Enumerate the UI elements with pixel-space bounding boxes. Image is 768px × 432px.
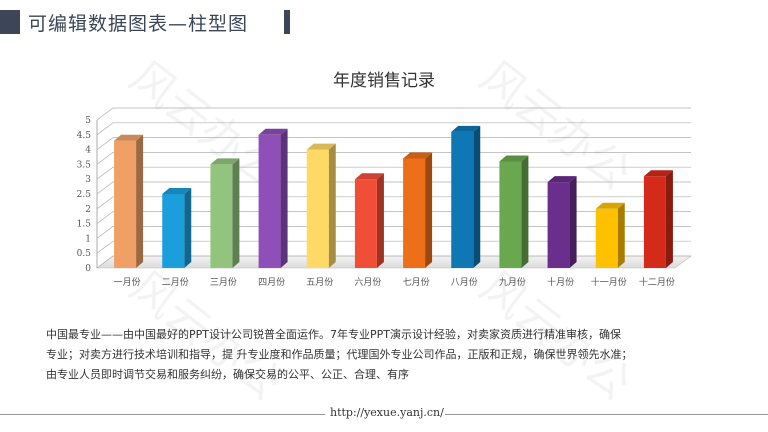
y-tick-label: 2 [85,205,91,215]
bar-side [665,170,673,268]
y-tick-label: 1.5 [77,220,92,230]
bar-side [425,152,433,268]
y-tick-label: 3 [85,175,91,185]
bar [643,170,673,268]
bar [114,134,144,268]
bar-top [643,170,673,177]
bar [210,158,240,268]
gridline [96,152,691,165]
bar [595,202,625,268]
bar-top [595,202,625,209]
footer-divider-right [445,414,768,415]
bar-top [451,125,481,132]
bar [354,173,384,268]
footer-url: http://yexue.yanj.cn/ [330,406,444,419]
y-tick-label: 4 [85,146,91,156]
bar-top [114,134,144,141]
gridline [96,240,691,254]
description-line: 由专业人员即时调节交易和服务纠纷，确保交易的公平、公正、合理、有序 [46,368,409,381]
bar-front [547,182,570,268]
bar-front [306,149,329,268]
x-tick-label: 八月份 [451,276,478,288]
gridline [96,211,691,224]
bar-top [499,155,529,162]
bar-front [114,140,137,268]
bar-side [184,188,192,268]
x-tick-label: 十月份 [547,276,574,288]
x-tick-label: 一月份 [114,276,141,288]
gridline [96,107,691,121]
description-line: 中国最专业——由中国最好的PPT设计公司锐普全面运作。7年专业PPT演示设计经验… [46,328,621,341]
footer-divider-left [0,414,325,415]
x-tick-label: 十二月份 [639,276,675,288]
x-tick-label: 二月份 [162,276,189,288]
y-tick-label: 3.5 [77,160,92,170]
gridline [96,166,691,180]
bar-front [210,164,233,268]
bar-top [210,158,240,165]
bar [258,128,288,268]
bar-front [354,179,377,268]
bar-top [162,188,192,194]
x-tick-label: 六月份 [354,276,381,288]
x-tick-label: 九月份 [499,276,526,288]
bar-side [232,158,240,268]
gridline [96,226,691,239]
header-right-bar [284,10,290,34]
bar-side [617,202,625,268]
bar-front [499,161,522,268]
bar [499,155,529,268]
bar-top [547,176,577,183]
x-tick-label: 十一月份 [591,276,627,288]
chart-title: 年度销售记录 [333,71,435,91]
x-tick-label: 四月份 [258,276,285,288]
slide-title: 可编辑数据图表—柱型图 [28,13,249,35]
bar [451,125,481,268]
gridline [96,122,691,136]
bar-front [162,194,185,268]
description-text: 中国最专业——由中国最好的PPT设计公司锐普全面运作。7年专业PPT演示设计经验… [46,325,736,385]
x-tick-label: 三月份 [210,276,237,288]
bar-side [136,134,144,268]
y-tick-label: 2.5 [77,190,92,200]
bar-front [451,131,474,268]
bar-front [643,176,666,268]
header-left-bar [0,10,20,34]
bar-top [354,173,384,180]
y-tick-label: 1 [85,234,91,244]
bar-side [473,125,481,268]
gridline [96,137,691,150]
bar [403,152,433,268]
y-tick-label: 0.5 [77,249,92,259]
slide-header: 可编辑数据图表—柱型图 [0,8,300,36]
x-tick-label: 五月份 [306,276,333,288]
gridline [96,196,691,210]
gridline [96,181,691,195]
bar-top [306,143,336,150]
bar-side [521,155,529,268]
bar-front [595,208,618,268]
bar-top [403,152,433,159]
y-tick-label: 5 [85,116,91,126]
x-tick-label: 七月份 [403,276,430,288]
bar-front [403,158,426,268]
bar-side [376,173,384,268]
bar [162,188,192,268]
bar-side [569,176,577,268]
y-tick-label: 0 [85,264,91,274]
bar-front [258,134,281,268]
description-line: 专业；对卖方进行技术培训和指导，提 升专业度和作品质量；代理国外专业公司作品，正… [46,348,633,361]
bar-side [280,128,288,268]
bar [547,176,577,268]
bar-side [328,143,336,268]
bar [306,143,336,268]
bar-top [258,128,288,135]
gridline [96,255,691,269]
y-tick-label: 4.5 [77,131,92,141]
